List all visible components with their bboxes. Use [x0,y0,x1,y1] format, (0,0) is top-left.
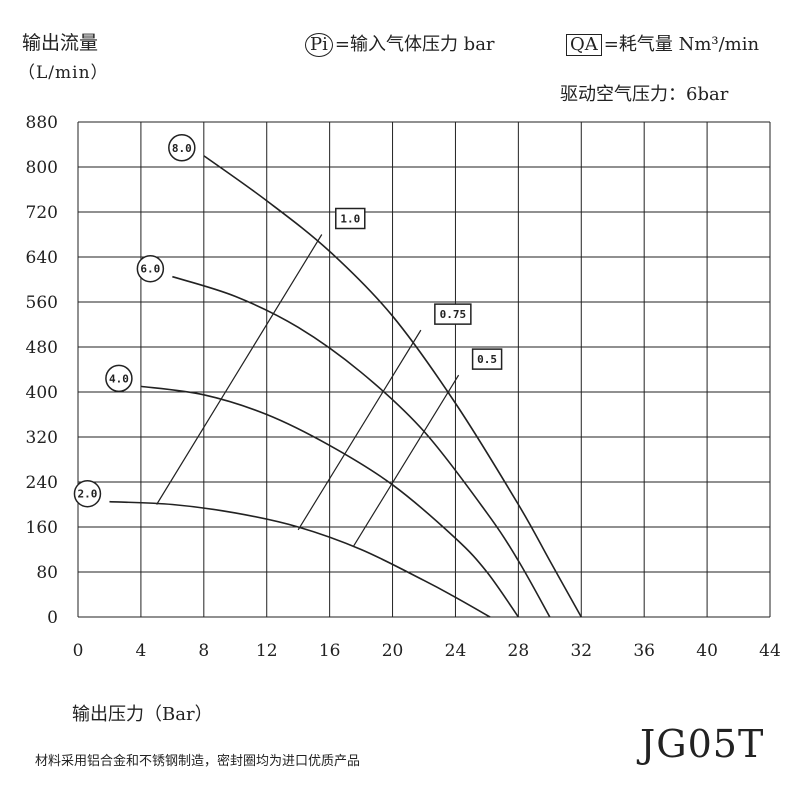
consumption-line [352,374,460,548]
x-tick-label: 24 [445,641,467,661]
y-tick-label: 880 [26,113,58,133]
series-label-circle [136,254,165,283]
x-tick-label: 0 [73,641,84,661]
y-tick-label: 400 [26,383,58,403]
legend-pi: Pi =输入气体压力 bar [305,30,495,57]
x-tick-label: 28 [508,641,530,661]
x-tick-label: 12 [256,641,278,661]
x-tick-label: 8 [198,641,209,661]
series-label: 8.0 [172,142,192,155]
x-tick-label: 44 [759,641,781,661]
drive-pressure-label: 驱动空气压力：6bar [560,84,729,105]
series-line [109,500,491,618]
series-label-circle [168,134,196,162]
legend-qa: QA =耗气量 Nm³/min [566,30,759,56]
series-label: 2.0 [78,488,98,501]
y-tick-label: 320 [26,428,58,448]
series-label: 6.0 [140,263,160,276]
x-tick-label: 20 [382,641,404,661]
x-tick-label: 4 [135,641,146,661]
legend-qa-symbol: QA [566,34,602,56]
y-tick-label: 640 [26,248,58,268]
y-axis-unit: （L/min） [18,63,109,83]
consumption-label: 1.0 [340,213,360,226]
consumption-label-box [335,207,366,230]
x-axis-title: 输出压力（Bar） [72,704,213,725]
x-tick-label: 36 [633,641,655,661]
y-tick-label: 80 [36,563,58,583]
y-tick-label: 240 [26,473,58,493]
legend-qa-text: =耗气量 Nm³/min [603,34,760,55]
series-label: 4.0 [109,372,129,385]
legend-pi-text: =输入气体压力 bar [334,34,495,55]
y-axis-title: 输出流量 [22,32,99,54]
legend-pi-symbol: Pi [305,33,333,57]
x-tick-label: 16 [319,641,341,661]
series-label-circle [73,479,102,508]
series-label-circle [105,364,133,393]
y-tick-label: 0 [47,608,58,628]
consumption-line [156,234,323,505]
model-number: JG05T [640,722,765,766]
x-tick-label: 32 [570,641,592,661]
y-tick-label: 560 [26,293,58,313]
y-tick-label: 480 [26,338,58,358]
footnote: 材料采用铝合金和不锈钢制造，密封圈均为进口优质产品 [35,754,361,769]
consumption-label: 0.75 [440,308,467,321]
y-tick-label: 160 [26,518,58,538]
consumption-label-box [471,348,503,370]
y-tick-label: 720 [26,203,58,223]
consumption-label-box [434,303,472,325]
consumption-label: 0.5 [477,353,497,366]
series-line [172,275,551,618]
y-tick-label: 800 [26,158,58,178]
series-line [203,155,582,618]
x-tick-label: 40 [696,641,718,661]
consumption-line [297,329,422,531]
series-line [140,385,520,618]
